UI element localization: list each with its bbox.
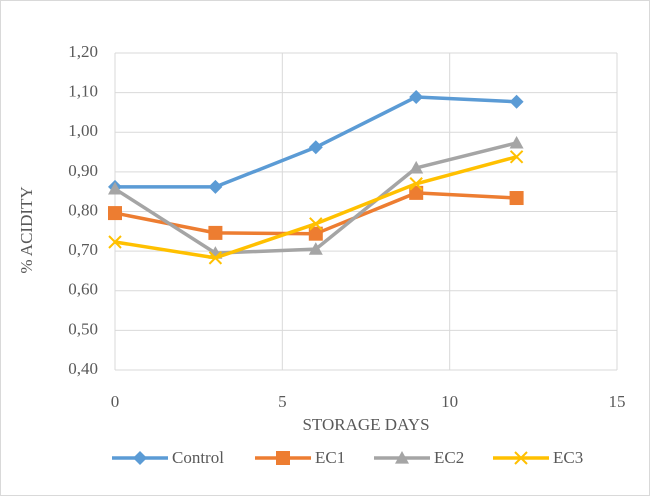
x-tick-label: 5 xyxy=(278,392,287,411)
marker xyxy=(133,451,147,465)
y-tick-label: 0,40 xyxy=(68,359,98,378)
marker xyxy=(308,242,323,255)
marker xyxy=(409,177,423,191)
y-tick-label: 0,60 xyxy=(68,280,98,299)
marker xyxy=(509,150,524,164)
marker xyxy=(409,160,424,174)
y-tick-label: 1,10 xyxy=(68,82,98,101)
marker xyxy=(108,181,122,195)
marker xyxy=(509,191,524,206)
x-axis-title: STORAGE DAYS xyxy=(302,415,429,434)
legend-label: EC2 xyxy=(434,448,464,467)
marker xyxy=(308,140,323,155)
marker xyxy=(309,217,323,231)
marker xyxy=(409,185,424,200)
marker xyxy=(208,179,223,194)
marker xyxy=(509,94,524,109)
marker xyxy=(208,225,223,240)
y-tick-label: 0,50 xyxy=(68,319,98,338)
y-tick-label: 0,80 xyxy=(68,200,98,219)
marker xyxy=(409,89,424,104)
marker xyxy=(395,451,409,464)
legend-label: EC1 xyxy=(315,448,345,467)
y-axis-title: % ACIDITY xyxy=(17,186,36,273)
marker xyxy=(108,235,122,249)
x-tick-label: 10 xyxy=(441,392,458,411)
y-tick-label: 1,20 xyxy=(68,42,98,61)
legend-label: Control xyxy=(172,448,224,467)
marker xyxy=(208,251,223,265)
x-tick-label: 15 xyxy=(609,392,626,411)
legend-label: EC3 xyxy=(553,448,583,467)
marker xyxy=(509,135,524,149)
marker xyxy=(514,451,528,465)
marker xyxy=(276,451,290,465)
y-tick-label: 0,90 xyxy=(68,161,98,180)
y-tick-label: 0,70 xyxy=(68,240,98,259)
x-tick-label: 0 xyxy=(111,392,120,411)
marker xyxy=(308,226,323,241)
y-tick-label: 1,00 xyxy=(68,121,98,140)
marker xyxy=(108,206,122,221)
